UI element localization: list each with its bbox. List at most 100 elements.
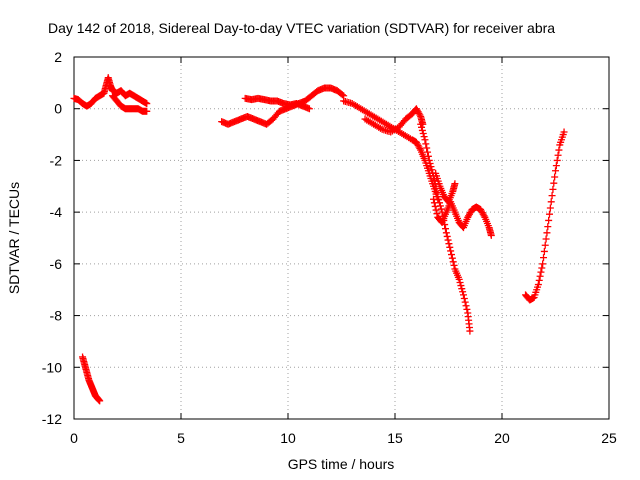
data-point: [421, 136, 429, 144]
data-point: [551, 173, 559, 181]
y-tick-label: -4: [50, 204, 63, 220]
data-point: [538, 264, 546, 272]
data-point: [424, 152, 432, 160]
data-point: [420, 133, 428, 141]
x-tick-label: 20: [494, 430, 510, 446]
data-series-arc-3: [79, 353, 104, 405]
plot-frame: [73, 56, 610, 420]
data-series-arc-4: [218, 84, 348, 128]
y-tick-label: -6: [50, 256, 63, 272]
data-point: [442, 229, 450, 237]
data-point: [143, 100, 151, 108]
data-point: [544, 223, 552, 231]
data-series-arc-2: [109, 92, 151, 115]
data-point: [450, 261, 458, 269]
data-point: [449, 258, 457, 266]
data-point: [417, 120, 425, 128]
data-point: [546, 204, 554, 212]
data-point: [448, 254, 456, 262]
data-point: [555, 146, 563, 154]
data-point: [480, 212, 488, 220]
data-point: [426, 160, 434, 168]
data-point: [338, 91, 346, 99]
data-point: [458, 285, 466, 293]
data-point: [487, 231, 495, 239]
data-point: [418, 126, 426, 134]
data-point: [419, 130, 427, 138]
data-series-arc-6: [340, 97, 442, 203]
data-point: [548, 192, 556, 200]
data-point: [444, 236, 452, 244]
data-point: [461, 298, 469, 306]
data-point: [446, 243, 454, 251]
data-point: [553, 156, 561, 164]
y-tick-label: -8: [50, 308, 63, 324]
data-point: [428, 166, 436, 174]
x-tick-label: 5: [177, 430, 185, 446]
data-point: [457, 282, 465, 290]
data-point: [96, 397, 104, 405]
data-point: [466, 327, 474, 335]
data-point: [535, 276, 543, 284]
data-point: [546, 210, 554, 218]
data-point: [543, 229, 551, 237]
data-point: [143, 107, 151, 115]
data-point: [422, 140, 430, 148]
data-point: [542, 235, 550, 243]
data-point: [305, 105, 313, 113]
data-point: [455, 275, 463, 283]
x-tick-label: 15: [387, 430, 403, 446]
data-points: [70, 74, 568, 405]
data-point: [463, 305, 471, 313]
data-point: [443, 232, 451, 240]
data-point: [433, 210, 441, 218]
data-point: [460, 295, 468, 303]
data-point: [540, 254, 548, 262]
data-point: [451, 180, 459, 188]
data-point: [549, 185, 557, 193]
data-series-arc-7: [361, 105, 427, 136]
data-point: [416, 145, 424, 153]
data-point: [537, 268, 545, 276]
y-tick-label: -12: [42, 411, 62, 427]
data-point: [432, 206, 440, 214]
data-point: [550, 179, 558, 187]
data-point: [547, 198, 555, 206]
data-point: [459, 288, 467, 296]
data-point: [418, 123, 426, 131]
data-point: [434, 193, 442, 201]
data-point: [456, 278, 464, 286]
data-point: [552, 162, 560, 170]
data-point: [540, 247, 548, 255]
data-point: [539, 260, 547, 268]
data-point: [554, 151, 562, 159]
x-tick-label: 10: [280, 430, 296, 446]
data-point: [442, 225, 450, 233]
x-axis-label: GPS time / hours: [288, 456, 395, 472]
data-point: [424, 148, 432, 156]
data-point: [552, 167, 559, 175]
data-point: [427, 163, 435, 171]
data-point: [430, 195, 438, 203]
grid: [74, 57, 609, 419]
data-point: [437, 205, 445, 213]
data-point: [430, 199, 438, 207]
data-point: [423, 144, 431, 152]
y-tick-label: 0: [54, 101, 62, 117]
x-tick-label: 0: [70, 430, 78, 446]
y-tick-label: 2: [54, 49, 62, 65]
data-point: [447, 251, 455, 259]
data-series-arc-10: [432, 169, 459, 206]
data-point: [541, 241, 549, 249]
data-series-arc-9: [430, 195, 495, 239]
data-point: [459, 291, 467, 299]
data-point: [425, 156, 433, 164]
data-point: [462, 302, 470, 310]
data-point: [447, 247, 455, 255]
data-point: [416, 111, 424, 119]
data-point: [431, 202, 439, 210]
data-point: [545, 216, 553, 224]
data-point: [560, 128, 568, 136]
